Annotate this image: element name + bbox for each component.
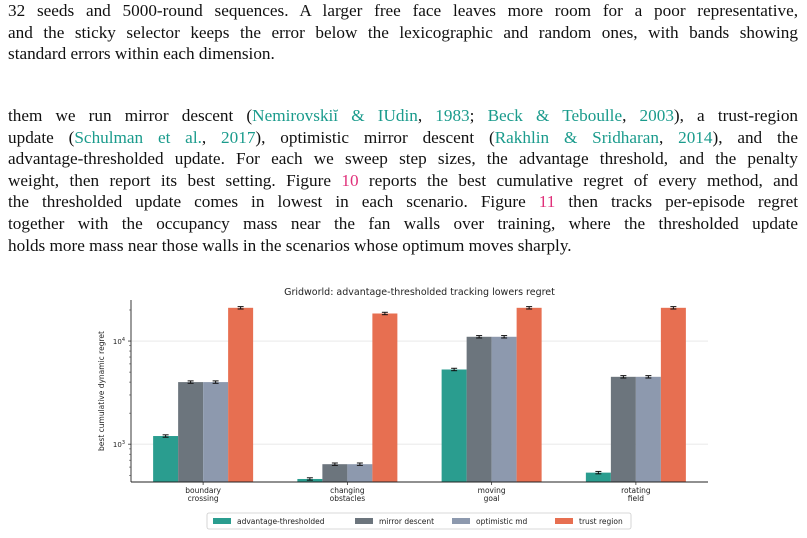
bar-trust-region bbox=[228, 307, 254, 482]
bar-optimistic-md bbox=[491, 336, 517, 482]
citation-year-2014[interactable]: 2014 bbox=[678, 127, 713, 147]
legend-box bbox=[206, 512, 632, 530]
bar-advantage-thresholded bbox=[441, 369, 467, 482]
legend-swatch bbox=[452, 518, 470, 524]
bar-mirror-descent bbox=[466, 336, 492, 482]
x-tick-label: crossing bbox=[188, 494, 219, 503]
x-tick-label: goal bbox=[484, 494, 500, 503]
x-tick-label: moving bbox=[478, 486, 506, 495]
text-line: the thresholded update comes in lowest i… bbox=[8, 192, 799, 212]
chart-title: Gridworld: advantage-thresholded trackin… bbox=[284, 287, 555, 298]
bar-trust-region bbox=[660, 307, 686, 482]
paragraph-1: 32 seeds and 5000-round sequences. A lar… bbox=[8, 0, 798, 65]
text-line: update (Schulman et al., 2017), optimist… bbox=[8, 127, 798, 147]
citation-beck[interactable]: Beck & Teboulle bbox=[487, 106, 623, 125]
bar-mirror-descent bbox=[322, 464, 348, 482]
legend-label: optimistic md bbox=[476, 517, 528, 526]
y-axis-label: best cumulative dynamic regret bbox=[97, 331, 106, 451]
text-line: 32 seeds and 5000-round sequences. A lar… bbox=[8, 1, 798, 20]
x-tick-label: rotating bbox=[621, 486, 651, 495]
bar-advantage-thresholded bbox=[585, 472, 611, 482]
x-tick-label: changing bbox=[330, 486, 365, 495]
bar-mirror-descent bbox=[610, 376, 636, 482]
legend-swatch bbox=[355, 518, 373, 524]
citation-nemirovskii[interactable]: Nemirovskiĭ & IUdin bbox=[252, 106, 418, 125]
citation-year-2017[interactable]: 2017 bbox=[221, 127, 256, 147]
text-line: weight, then report its best setting. Fi… bbox=[8, 170, 799, 190]
citation-schulman[interactable]: Schulman et al. bbox=[74, 127, 202, 147]
bar-advantage-thresholded bbox=[153, 436, 179, 482]
text-line: standard errors within each dimension. bbox=[8, 44, 275, 64]
bar-mirror-descent bbox=[178, 382, 204, 482]
y-tick-label: 104 bbox=[113, 337, 125, 346]
citation-year-2003[interactable]: 2003 bbox=[639, 106, 674, 125]
legend-swatch bbox=[555, 518, 573, 524]
text-line: advantage-thresholded update. For each w… bbox=[8, 149, 798, 169]
text-line: and the sticky selector keeps the error … bbox=[8, 22, 798, 42]
x-tick-label: obstacles bbox=[330, 494, 366, 503]
text-line: holds more mass near those walls in the … bbox=[8, 235, 572, 255]
legend-label: advantage-thresholded bbox=[237, 517, 325, 526]
y-tick-label: 103 bbox=[113, 440, 125, 449]
legend-label: trust region bbox=[579, 517, 623, 526]
legend-label: mirror descent bbox=[379, 517, 434, 526]
bar-optimistic-md bbox=[203, 382, 229, 482]
x-tick-label: boundary bbox=[185, 486, 221, 495]
bar-trust-region bbox=[372, 313, 398, 482]
bar-optimistic-md bbox=[635, 376, 661, 482]
citation-rakhlin[interactable]: Rakhlin & Sridharan bbox=[494, 127, 659, 147]
figure-ref-11[interactable]: 11 bbox=[538, 192, 556, 212]
text-line: them we run mirror descent (Nemirovskiĭ … bbox=[8, 106, 799, 125]
text-line: together with the occupancy mass near th… bbox=[8, 213, 798, 233]
x-tick-label: field bbox=[628, 494, 644, 503]
bar-trust-region bbox=[516, 307, 542, 482]
legend-swatch bbox=[213, 518, 231, 524]
paragraph-2: them we run mirror descent (Nemirovskiĭ … bbox=[8, 105, 798, 256]
bar-chart: Gridworld: advantage-thresholded trackin… bbox=[97, 287, 708, 530]
bar-optimistic-md bbox=[347, 464, 373, 482]
citation-year-1983[interactable]: 1983 bbox=[435, 106, 470, 125]
figure-ref-10[interactable]: 10 bbox=[341, 170, 359, 190]
figure-regret-chart: Gridworld: advantage-thresholded trackin… bbox=[0, 282, 807, 538]
